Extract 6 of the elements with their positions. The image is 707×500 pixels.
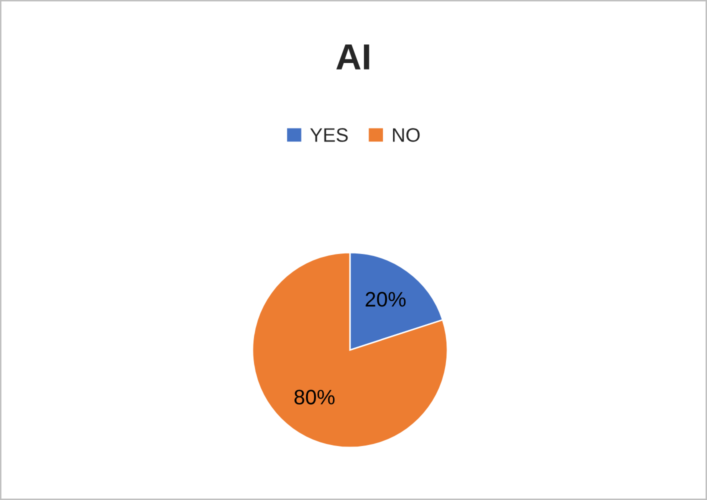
legend-label: YES [310,128,348,142]
chart-title: AI [336,44,370,70]
data-label: 20% [366,292,406,307]
data-label: 80% [294,390,335,404]
pie-slice [252,252,448,448]
legend-label: NO [393,128,420,142]
